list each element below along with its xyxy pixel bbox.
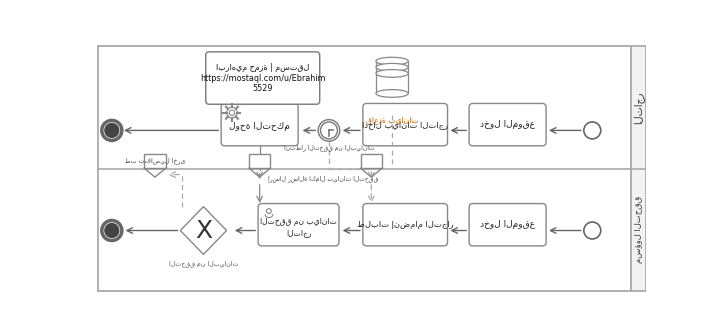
- Circle shape: [320, 122, 338, 139]
- FancyBboxPatch shape: [363, 204, 448, 246]
- Ellipse shape: [376, 57, 408, 65]
- FancyBboxPatch shape: [469, 204, 546, 246]
- Circle shape: [584, 222, 600, 239]
- FancyBboxPatch shape: [206, 52, 320, 104]
- Text: انتظار التحقق من البيانات: انتظار التحقق من البيانات: [284, 144, 374, 151]
- Text: لوحة التحكم: لوحة التحكم: [229, 122, 290, 131]
- Ellipse shape: [376, 64, 408, 71]
- Text: طلبات إنضمام التجار: طلبات إنضمام التجار: [357, 220, 454, 229]
- Text: دخول الموقع: دخول الموقع: [480, 220, 535, 229]
- Text: قاعدة بيانات: قاعدة بيانات: [366, 115, 418, 124]
- Circle shape: [102, 220, 122, 241]
- Bar: [631, 46, 647, 291]
- FancyBboxPatch shape: [469, 103, 546, 146]
- Circle shape: [102, 120, 122, 140]
- Circle shape: [105, 223, 119, 238]
- Text: التحقق من البيانات: التحقق من البيانات: [168, 260, 238, 266]
- Text: التاجر: التاجر: [633, 91, 644, 124]
- Bar: [144, 154, 166, 168]
- Bar: [376, 61, 408, 93]
- FancyBboxPatch shape: [258, 204, 339, 246]
- Circle shape: [318, 120, 340, 141]
- FancyBboxPatch shape: [363, 103, 448, 146]
- Bar: [249, 154, 271, 168]
- Ellipse shape: [376, 90, 408, 97]
- Text: التحقق من بيانات
التاجر: التحقق من بيانات التاجر: [260, 217, 337, 237]
- Text: ادخال بيانات التاجر: ادخال بيانات التاجر: [362, 120, 448, 129]
- Text: طب تفاصيل اخرى: طب تفاصيل اخرى: [125, 158, 185, 164]
- Bar: [361, 154, 382, 168]
- Circle shape: [227, 107, 238, 118]
- Text: ابراهيم حمزة | مستقل
https://mostaql.com/u/Ebrahim
5529: ابراهيم حمزة | مستقل https://mostaql.com…: [200, 63, 325, 93]
- Ellipse shape: [376, 70, 408, 77]
- Circle shape: [105, 124, 119, 137]
- Text: إرسال رسالة اكمال بيانات التحقق: إرسال رسالة اكمال بيانات التحقق: [268, 175, 378, 182]
- Polygon shape: [180, 207, 227, 254]
- FancyBboxPatch shape: [221, 103, 298, 146]
- Text: دخول الموقع: دخول الموقع: [480, 120, 535, 129]
- Text: مسؤول التحقق: مسؤول التحقق: [634, 196, 643, 263]
- Circle shape: [584, 122, 600, 139]
- Circle shape: [229, 110, 235, 115]
- Circle shape: [266, 209, 271, 214]
- Text: X: X: [195, 218, 212, 243]
